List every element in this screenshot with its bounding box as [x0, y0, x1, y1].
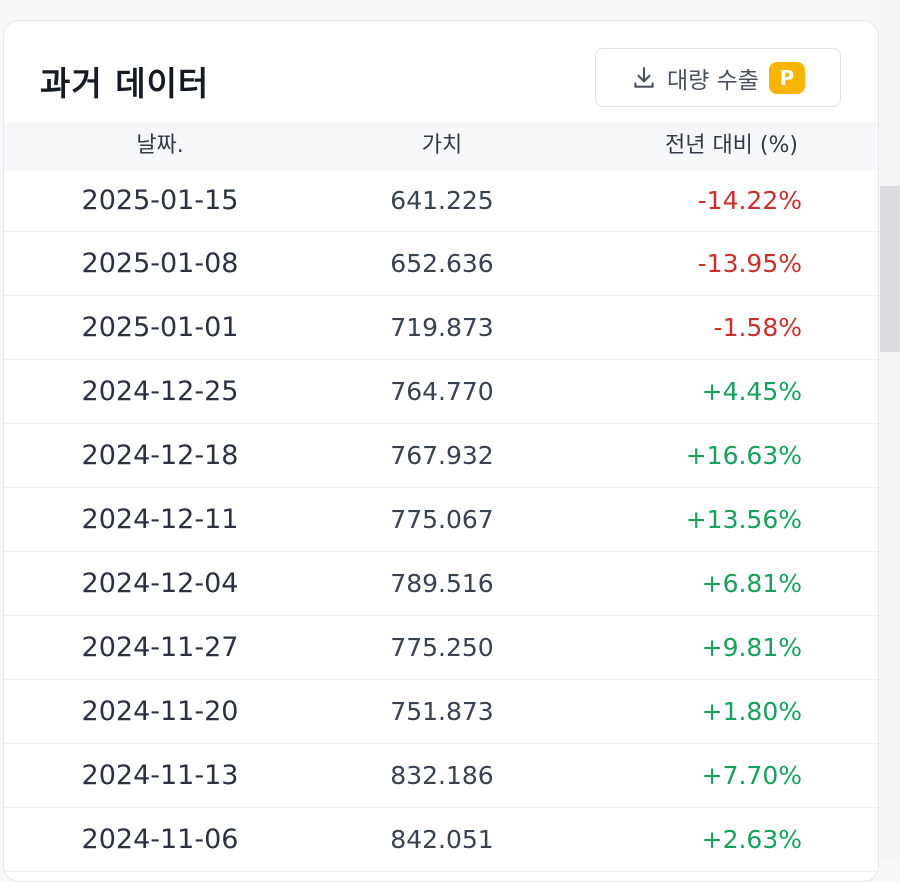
- table-row: 2024-11-06 842.051 +2.63%: [4, 808, 878, 872]
- row-value: 719.873: [390, 313, 494, 342]
- table-row: 2024-12-04 789.516 +6.81%: [4, 552, 878, 616]
- scrollbar-thumb[interactable]: [880, 186, 900, 352]
- column-header-yoy-change[interactable]: 전년 대비 (%): [664, 133, 798, 158]
- row-yoy-change: -14.22%: [697, 186, 802, 215]
- column-header-date[interactable]: 날짜.: [136, 133, 184, 158]
- row-date: 2024-11-06: [81, 824, 239, 855]
- row-yoy-change: +2.63%: [701, 825, 802, 854]
- row-yoy-change: +6.81%: [701, 569, 802, 598]
- row-value: 775.067: [390, 505, 494, 534]
- scrollbar-track[interactable]: [880, 0, 900, 861]
- table-header: 날짜. 가치 전년 대비 (%): [4, 122, 878, 170]
- bulk-export-button[interactable]: 대량 수출 P: [595, 48, 841, 107]
- row-value: 842.051: [390, 825, 494, 854]
- table-row: 2024-12-11 775.067 +13.56%: [4, 488, 878, 552]
- bulk-export-label: 대량 수출: [667, 67, 759, 94]
- row-yoy-change: +1.80%: [701, 697, 802, 726]
- table-row: 2025-01-08 652.636 -13.95%: [4, 232, 878, 296]
- table-row: 2024-11-13 832.186 +7.70%: [4, 744, 878, 808]
- row-value: 751.873: [390, 697, 494, 726]
- row-date: 2024-12-25: [81, 376, 239, 407]
- row-value: 764.770: [390, 377, 494, 406]
- historical-data-card: 과거 데이터 대량 수출 P 날짜. 가치 전년 대비 (%) 2025-01-…: [3, 20, 879, 882]
- row-yoy-change: +13.56%: [685, 505, 802, 534]
- row-value: 641.225: [390, 186, 494, 215]
- row-date: 2024-11-13: [81, 760, 239, 791]
- row-date: 2025-01-08: [81, 248, 239, 279]
- row-date: 2024-12-04: [81, 568, 239, 599]
- row-value: 832.186: [390, 761, 494, 790]
- row-yoy-change: +9.81%: [701, 633, 802, 662]
- row-date: 2024-12-11: [81, 504, 239, 535]
- table-row: 2024-12-18 767.932 +16.63%: [4, 424, 878, 488]
- table-row: 2024-11-20 751.873 +1.80%: [4, 680, 878, 744]
- row-date: 2024-11-27: [81, 632, 239, 663]
- download-icon: [634, 66, 654, 88]
- card-title: 과거 데이터: [40, 64, 210, 103]
- row-date: 2024-11-20: [81, 696, 239, 727]
- row-date: 2025-01-01: [81, 312, 239, 343]
- row-value: 775.250: [390, 633, 494, 662]
- table-row: 2024-12-25 764.770 +4.45%: [4, 360, 878, 424]
- row-yoy-change: +4.45%: [701, 377, 802, 406]
- premium-badge: P: [768, 61, 805, 94]
- table-body: 2025-01-15 641.225 -14.22% 2025-01-08 652.63…: [4, 170, 878, 872]
- row-yoy-change: +7.70%: [701, 761, 802, 790]
- row-value: 767.932: [390, 441, 494, 470]
- table-row: 2025-01-01 719.873 -1.58%: [4, 296, 878, 360]
- row-date: 2024-12-18: [81, 440, 239, 471]
- table-row: 2025-01-15 641.225 -14.22%: [4, 170, 878, 232]
- column-header-value[interactable]: 가치: [421, 133, 463, 158]
- row-value: 652.636: [390, 249, 494, 278]
- row-value: 789.516: [390, 569, 494, 598]
- table-row: 2024-11-27 775.250 +9.81%: [4, 616, 878, 680]
- row-yoy-change: -1.58%: [713, 313, 802, 342]
- row-yoy-change: +16.63%: [685, 441, 802, 470]
- row-date: 2025-01-15: [81, 185, 239, 216]
- row-yoy-change: -13.95%: [697, 249, 802, 278]
